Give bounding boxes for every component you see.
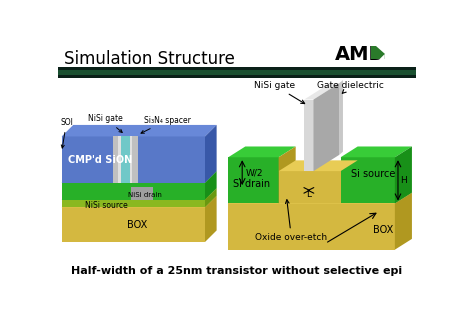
Text: NiSi gate: NiSi gate bbox=[254, 81, 304, 104]
Text: AMD: AMD bbox=[335, 46, 386, 64]
Text: BOX: BOX bbox=[127, 220, 147, 230]
Polygon shape bbox=[279, 171, 340, 204]
Polygon shape bbox=[205, 188, 217, 207]
Polygon shape bbox=[61, 207, 205, 242]
Polygon shape bbox=[61, 125, 217, 137]
Bar bbox=[58, 70, 416, 75]
Text: Half-width of a 25nm transistor without selective epi: Half-width of a 25nm transistor without … bbox=[71, 266, 402, 276]
Text: Gate dielectric: Gate dielectric bbox=[317, 81, 384, 93]
Text: Si source: Si source bbox=[351, 169, 395, 179]
Polygon shape bbox=[228, 157, 279, 204]
Text: CMP'd SiON: CMP'd SiON bbox=[68, 155, 132, 165]
Polygon shape bbox=[61, 196, 217, 207]
Polygon shape bbox=[304, 83, 339, 100]
Text: NiSi gate: NiSi gate bbox=[88, 114, 123, 132]
Polygon shape bbox=[228, 147, 296, 157]
Polygon shape bbox=[339, 80, 343, 155]
Bar bbox=[58, 67, 416, 70]
Text: BOX: BOX bbox=[373, 225, 393, 235]
Text: W/2: W/2 bbox=[245, 168, 263, 177]
Polygon shape bbox=[131, 186, 153, 200]
Polygon shape bbox=[340, 147, 412, 157]
Polygon shape bbox=[228, 204, 395, 250]
Polygon shape bbox=[228, 193, 412, 204]
Text: L: L bbox=[306, 190, 311, 198]
Text: NiSi drain: NiSi drain bbox=[128, 192, 162, 198]
Polygon shape bbox=[130, 137, 132, 183]
Polygon shape bbox=[395, 147, 412, 204]
Polygon shape bbox=[304, 100, 314, 171]
Polygon shape bbox=[61, 171, 217, 183]
Polygon shape bbox=[340, 157, 395, 204]
Polygon shape bbox=[61, 200, 205, 207]
Text: Si drain: Si drain bbox=[233, 179, 270, 189]
Polygon shape bbox=[377, 46, 385, 54]
Text: Si₃N₄ spacer: Si₃N₄ spacer bbox=[141, 116, 191, 133]
Polygon shape bbox=[314, 83, 339, 171]
Polygon shape bbox=[205, 125, 217, 183]
Polygon shape bbox=[205, 196, 217, 242]
Polygon shape bbox=[113, 137, 121, 183]
Polygon shape bbox=[279, 160, 358, 171]
Text: NiSi source: NiSi source bbox=[85, 201, 128, 210]
Polygon shape bbox=[118, 137, 121, 183]
Polygon shape bbox=[395, 193, 412, 250]
Text: H: H bbox=[400, 176, 407, 185]
Bar bbox=[58, 75, 416, 78]
Bar bbox=[371, 46, 385, 59]
Text: Oxide over-etch: Oxide over-etch bbox=[255, 200, 328, 242]
Polygon shape bbox=[61, 188, 217, 200]
Polygon shape bbox=[130, 137, 138, 183]
Polygon shape bbox=[61, 137, 205, 183]
Text: SOI: SOI bbox=[60, 118, 73, 148]
Text: Simulation Structure: Simulation Structure bbox=[64, 51, 235, 69]
Polygon shape bbox=[379, 54, 385, 59]
Polygon shape bbox=[61, 183, 205, 200]
Polygon shape bbox=[121, 137, 130, 183]
Polygon shape bbox=[205, 171, 217, 200]
Polygon shape bbox=[279, 147, 296, 204]
